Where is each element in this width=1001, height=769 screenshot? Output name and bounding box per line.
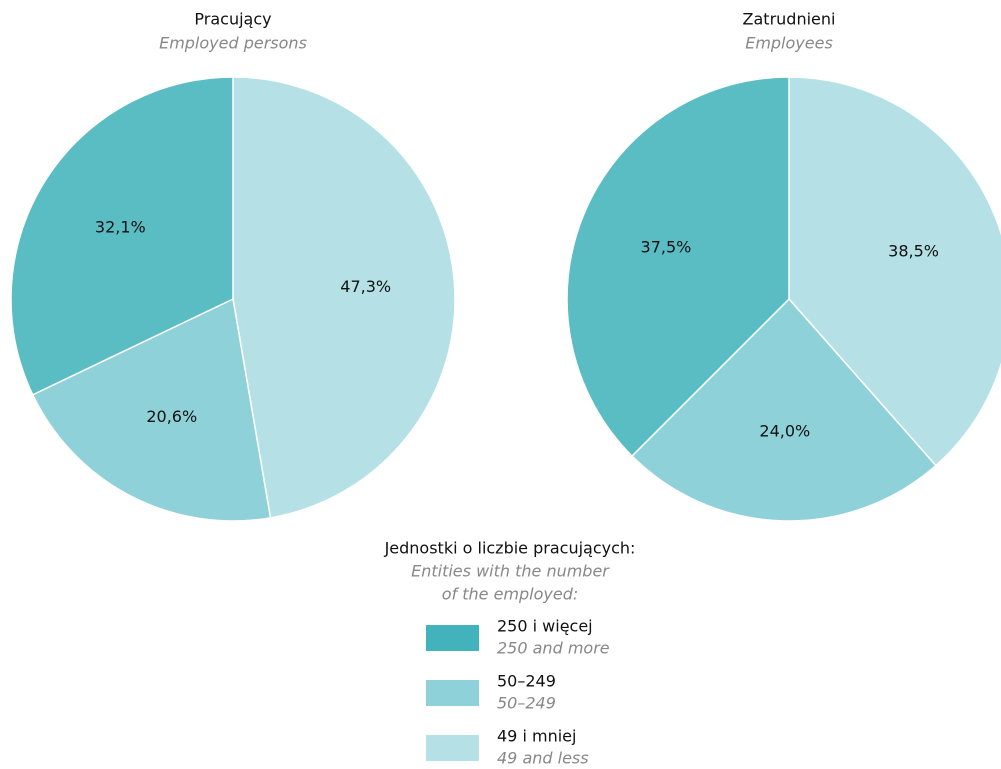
legend-label: 50–249 <box>497 672 556 691</box>
legend-swatch <box>426 680 479 706</box>
data-label: 37,5% <box>641 238 692 257</box>
legend-label-en: 50–249 <box>497 694 556 713</box>
data-label: 20,6% <box>146 407 197 426</box>
data-label: 38,5% <box>888 241 939 260</box>
legend-subtitle: Entities with the number <box>411 562 610 581</box>
data-label: 32,1% <box>95 217 146 236</box>
pie-slice <box>10 76 234 396</box>
pie-slice <box>788 76 1001 467</box>
pie-slice <box>232 76 456 519</box>
chart-subtitle: Employed persons <box>159 34 307 53</box>
legend-label-en: 49 and less <box>497 749 589 768</box>
legend-subtitle: of the employed: <box>442 585 579 604</box>
legend-label: 49 i mniej <box>497 727 576 746</box>
data-label: 47,3% <box>340 277 391 296</box>
legend-label: 250 i więcej <box>497 617 593 636</box>
pie-slice <box>31 297 272 522</box>
pie-slice <box>630 297 937 522</box>
legend-label-en: 250 and more <box>497 639 610 658</box>
legend-swatch <box>426 625 479 651</box>
chart-subtitle: Employees <box>745 34 833 53</box>
chart-title: Pracujący <box>194 10 271 29</box>
pie-slice <box>566 76 790 458</box>
chart-title: Zatrudnieni <box>743 10 836 29</box>
legend-title: Jednostki o liczbie pracujących: <box>384 539 636 558</box>
legend-swatch <box>426 735 479 761</box>
data-label: 24,0% <box>759 422 810 441</box>
